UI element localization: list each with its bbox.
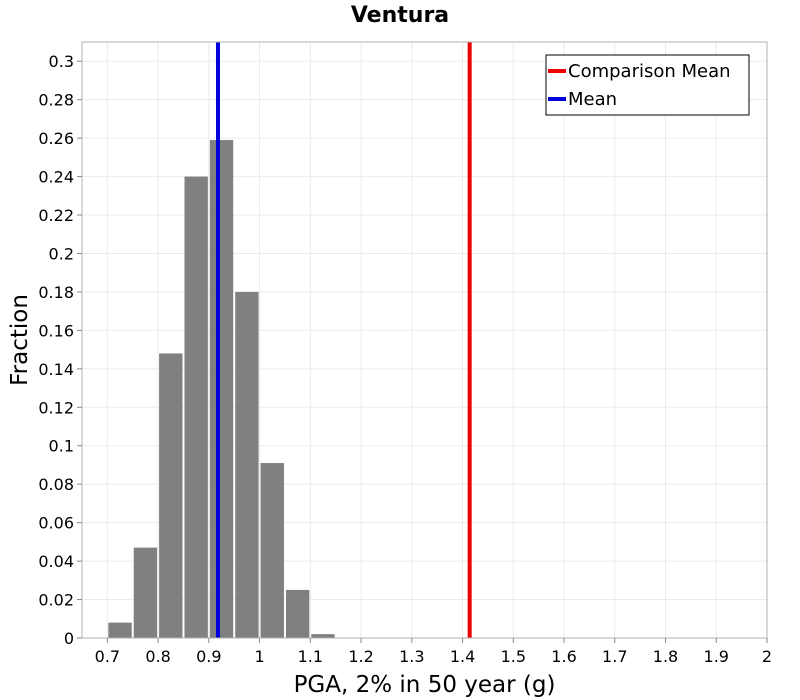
x-tick-label-2: 0.9 [196,647,221,666]
y-tick-label-9: 0.18 [38,283,74,302]
y-tick-label-13: 0.26 [38,129,74,148]
histogram-bar-3 [184,176,208,639]
bars [108,140,335,639]
y-tick-label-14: 0.28 [38,91,74,110]
y-axis-ticks: 0 0.02 0.04 0.06 0.08 0.1 0.12 0.14 0.16 0.18 0.2 0… [38,52,82,648]
x-axis-ticks: 0.7 0.8 0.9 1 1.1 1.2 1.3 1.4 1.5 1.6 1.7 1.8 1.9 2 [95,638,772,666]
y-tick-label-5: 0.1 [49,437,74,456]
x-tick-label-13: 2 [762,647,772,666]
x-tick-label-5: 1.2 [348,647,373,666]
y-axis-label: Fraction [7,294,33,386]
histogram-bar-7 [285,589,310,638]
chart-title: Ventura [351,3,449,28]
histogram-bar-0 [108,622,132,638]
y-tick-label-6: 0.12 [38,398,74,417]
x-tick-label-0: 0.7 [95,647,120,666]
mean-lines [215,42,472,638]
histogram-bar-8 [311,634,335,638]
y-tick-label-1: 0.02 [38,591,74,610]
legend-label-mean: Mean [568,89,617,110]
x-tick-label-7: 1.4 [450,647,475,666]
y-tick-label-11: 0.22 [38,206,74,225]
y-tick-label-4: 0.08 [38,475,74,494]
legend-label-comparison-mean: Comparison Mean [568,61,731,82]
legend: Comparison Mean Mean [545,54,750,116]
y-tick-label-10: 0.2 [49,244,74,263]
x-tick-label-8: 1.5 [501,647,526,666]
y-tick-label-0: 0 [64,629,74,648]
histogram-bar-4 [209,140,234,638]
y-tick-label-3: 0.06 [38,514,74,533]
x-tick-label-12: 1.9 [704,647,729,666]
plot-border [81,41,768,639]
y-tick-label-7: 0.14 [38,360,74,379]
x-tick-label-10: 1.7 [602,647,627,666]
histogram-bar-1 [133,547,158,638]
y-tick-label-2: 0.04 [38,552,74,571]
x-tick-label-4: 1.1 [298,647,323,666]
y-tick-label-8: 0.16 [38,321,74,340]
x-tick-label-6: 1.3 [399,647,424,666]
histogram-bar-2 [159,353,183,638]
y-tick-label-15: 0.3 [49,52,74,71]
x-tick-label-11: 1.8 [653,647,678,666]
x-tick-label-3: 1 [254,647,264,666]
x-axis-label: PGA, 2% in 50 year (g) [294,672,556,698]
histogram-bar-5 [235,291,259,638]
x-tick-label-1: 0.8 [145,647,170,666]
x-tick-label-9: 1.6 [551,647,576,666]
histogram-bar-6 [260,463,284,638]
y-tick-label-12: 0.24 [38,168,74,187]
legend-box [545,54,750,116]
